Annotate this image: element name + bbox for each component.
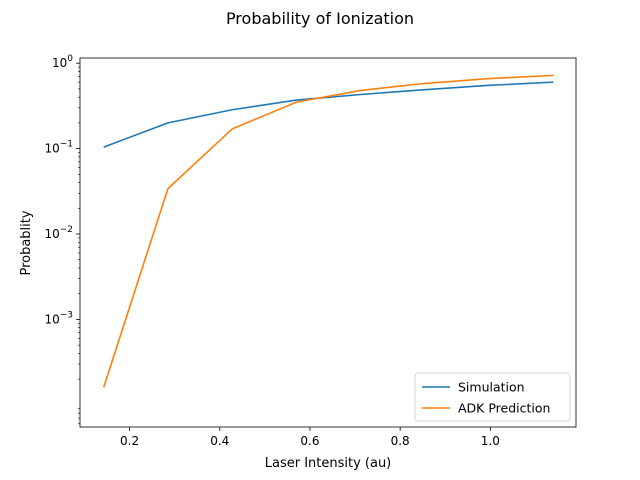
series-line-adk-prediction: [102, 74, 554, 388]
x-tick-label: 1.0: [481, 434, 500, 448]
x-tick-label: 0.4: [210, 434, 229, 448]
legend: Simulation ADK Prediction: [414, 372, 571, 422]
y-tick-label: 10−2: [44, 225, 73, 241]
y-axis-label: Probablity: [19, 210, 34, 275]
axes-frame: [79, 57, 577, 428]
x-tick-label: 0.6: [300, 434, 319, 448]
legend-label: Simulation: [458, 380, 525, 395]
series-line-simulation: [103, 81, 554, 148]
y-tick-label: 100: [52, 54, 73, 70]
legend-box: [414, 372, 571, 422]
y-tick-label: 10−1: [44, 140, 73, 156]
y-tick-label: 10−3: [44, 310, 73, 326]
x-tick-label: 0.2: [120, 434, 139, 448]
plot-area: 0.2 0.4 0.6 0.8 1.0 10−3 10−2 10−1 100: [44, 54, 577, 448]
x-axis-label: Laser Intensity (au): [265, 456, 392, 471]
chart-title: Probability of Ionization: [226, 9, 414, 28]
x-tick-label: 0.8: [391, 434, 410, 448]
legend-label: ADK Prediction: [458, 401, 550, 416]
